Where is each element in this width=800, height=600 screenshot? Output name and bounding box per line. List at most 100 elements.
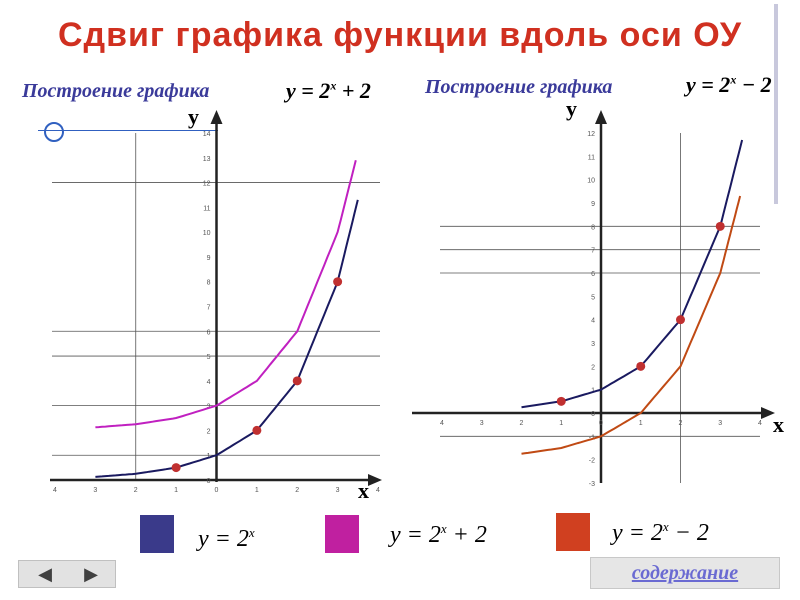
decorative-vertical-bar	[774, 4, 778, 204]
right-y-tick-label: 8	[591, 224, 595, 231]
right-y-tick-label: 4	[591, 318, 595, 325]
navigation-box: ◀ ▶	[18, 560, 116, 588]
left-y-tick-label: 6	[207, 329, 211, 336]
left-y-tick-label: 8	[207, 280, 211, 287]
contents-link[interactable]: содержание	[590, 557, 780, 589]
arrow-left-icon: ◀	[38, 563, 52, 584]
right-point-1	[636, 361, 646, 371]
right-y-tick-label: -2	[589, 458, 595, 465]
right-point-3	[715, 221, 725, 231]
left-formula-exponent: x	[330, 78, 337, 93]
left-formula-rhs: + 2	[336, 78, 371, 103]
left-series-1	[95, 160, 357, 429]
left-x-tick-label: 4	[53, 487, 57, 494]
right-series-1	[521, 195, 742, 455]
right-x-tick-label: 4	[440, 420, 444, 427]
right-formula-rhs: − 2	[736, 72, 772, 97]
right-y-tick-label: 0	[591, 411, 595, 418]
right-series-0	[521, 139, 744, 409]
legend-swatch-minus	[556, 513, 590, 551]
right-x-axis-letter: x	[773, 412, 784, 437]
left-y-tick-label: 2	[207, 428, 211, 435]
prev-slide-button[interactable]: ◀	[23, 561, 67, 587]
right-x-tick-label: 1	[559, 420, 563, 427]
next-slide-button[interactable]: ▶	[69, 561, 113, 587]
legend-label-minus: y = 2x − 2	[612, 519, 709, 547]
right-x-tick-label: 3	[718, 420, 722, 427]
crosshair-ring-icon	[44, 122, 64, 142]
right-x-tick-label: 0	[599, 420, 603, 427]
right-y-tick-label: 12	[587, 131, 595, 138]
left-series-0	[95, 199, 359, 478]
left-point-0	[171, 463, 181, 473]
legend-plus-exponent: x	[440, 521, 447, 536]
right-y-tick-label: 11	[588, 154, 595, 161]
right-x-tick-label: 2	[520, 420, 524, 427]
legend-base-lhs: y = 2	[198, 526, 249, 552]
legend-swatch-base	[140, 515, 174, 553]
right-point-2	[676, 315, 685, 325]
left-x-tick-label: 0	[215, 487, 219, 494]
right-y-axis-arrow	[595, 110, 607, 124]
left-y-tick-label: 14	[203, 131, 211, 138]
right-y-tick-label: 9	[591, 201, 595, 208]
slide-title: Сдвиг графика функции вдоль оси ОУ	[57, 16, 742, 54]
right-x-tick-label: 1	[639, 420, 643, 427]
left-x-tick-label: 1	[255, 487, 259, 494]
left-formula: y = 2x + 2	[286, 78, 371, 104]
right-y-tick-label: 3	[591, 341, 595, 348]
right-y-tick-label: -3	[589, 481, 595, 488]
left-formula-lhs: y = 2	[286, 78, 331, 103]
left-y-tick-label: 9	[207, 255, 211, 262]
left-y-tick-label: 7	[207, 305, 211, 312]
right-x-tick-label: 2	[679, 420, 683, 427]
legend-plus-lhs: y = 2	[390, 522, 441, 548]
right-x-tick-label: 4	[758, 420, 762, 427]
left-point-1	[252, 425, 262, 435]
right-y-tick-label: 10	[587, 178, 595, 185]
left-y-axis-arrow	[210, 110, 223, 124]
legend-label-base: y = 2x	[198, 525, 255, 553]
left-y-tick-label: 12	[203, 181, 211, 188]
left-x-tick-label: 3	[93, 487, 97, 494]
left-x-tick-label: 3	[336, 487, 340, 494]
legend-base-exponent: x	[248, 525, 255, 540]
right-y-tick-label: 5	[591, 294, 595, 301]
legend-swatch-plus	[325, 515, 359, 553]
right-y-tick-label: 6	[591, 271, 595, 278]
arrow-right-icon: ▶	[84, 563, 98, 584]
left-y-tick-label: 0	[207, 478, 211, 485]
left-x-tick-label: 1	[174, 487, 178, 494]
left-point-3	[333, 277, 343, 287]
right-y-tick-label: -1	[589, 434, 595, 441]
left-x-axis-letter: x	[358, 478, 369, 503]
right-y-tick-label: 7	[591, 248, 595, 255]
right-x-axis-arrow	[761, 407, 775, 419]
left-x-tick-label: 2	[134, 487, 138, 494]
legend-minus-rhs: − 2	[668, 520, 709, 546]
right-formula-lhs: y = 2	[686, 72, 731, 97]
right-subtitle: Построение графика	[425, 76, 613, 98]
left-x-axis-arrow	[368, 474, 382, 486]
right-point-0	[556, 396, 566, 406]
left-y-tick-label: 13	[203, 156, 211, 163]
left-x-tick-label: 4	[376, 487, 380, 494]
right-formula-exponent: x	[730, 72, 737, 87]
legend-label-plus: y = 2x + 2	[390, 521, 487, 549]
legend-minus-exponent: x	[662, 519, 669, 534]
left-y-tick-label: 10	[203, 230, 211, 237]
left-x-tick-label: 2	[295, 487, 299, 494]
right-formula: y = 2x − 2	[686, 72, 772, 98]
left-y-tick-label: 11	[203, 205, 210, 212]
right-x-tick-label: 3	[480, 420, 484, 427]
legend-minus-lhs: y = 2	[612, 520, 663, 546]
left-point-2	[292, 376, 302, 386]
right-y-axis-letter: y	[566, 96, 577, 121]
left-y-tick-label: 4	[207, 379, 211, 386]
left-subtitle: Построение графика	[22, 80, 210, 102]
crosshair-line	[38, 130, 218, 131]
legend-plus-rhs: + 2	[446, 522, 487, 548]
right-y-tick-label: 2	[591, 364, 595, 371]
